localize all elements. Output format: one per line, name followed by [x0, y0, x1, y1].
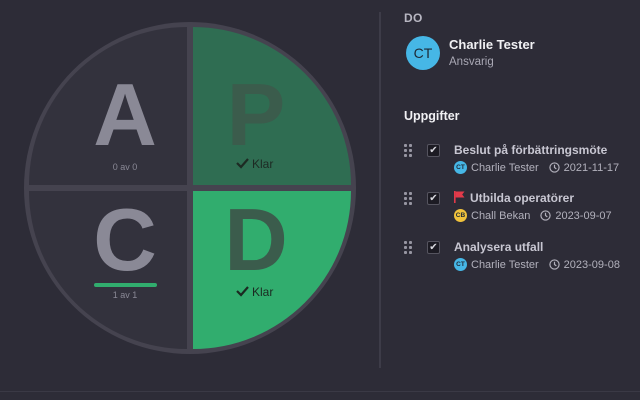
owner-name: Charlie Tester — [449, 36, 535, 52]
quadrant-act-status: 0 av 0 — [113, 162, 138, 172]
avatar: CT — [454, 161, 467, 174]
quadrant-act[interactable] — [29, 27, 187, 185]
section-title: DO — [404, 11, 423, 25]
task-meta: CT Charlie Tester 2021-11-17 — [454, 161, 619, 174]
quadrant-do-letter: D — [224, 190, 288, 289]
drag-handle-icon[interactable] — [404, 144, 414, 157]
quadrant-check[interactable] — [29, 191, 187, 349]
quadrant-plan[interactable] — [193, 27, 351, 185]
pdca-wheel: A P C D 0 av 0 Klar 1 av 1 Klar — [24, 22, 356, 354]
quadrant-do-status-text: Klar — [252, 285, 273, 299]
task-meta: CT Charlie Tester 2023-09-08 — [454, 258, 620, 271]
task-assignee: Charlie Tester — [471, 258, 539, 271]
panel-divider — [379, 12, 381, 368]
quadrant-plan-letter: P — [227, 65, 286, 164]
task-item[interactable]: ✔ Analysera utfall CT Charlie Tester 202… — [404, 240, 640, 280]
task-title-text: Utbilda operatörer — [470, 191, 575, 205]
quadrant-check-progress — [94, 283, 157, 287]
avatar[interactable]: CT — [406, 36, 440, 70]
task-title[interactable]: Analysera utfall — [454, 240, 544, 254]
quadrant-check-status: 1 av 1 — [113, 290, 138, 300]
drag-handle-icon[interactable] — [404, 192, 414, 205]
task-title[interactable]: Utbilda operatörer — [454, 191, 574, 205]
owner-info: Charlie Tester Ansvarig — [449, 37, 535, 70]
avatar: CB — [454, 209, 467, 222]
quadrant-do[interactable] — [193, 191, 351, 349]
checkmark-icon — [236, 286, 249, 297]
quadrant-check-letter: C — [93, 190, 157, 289]
task-meta: CB Chall Bekan 2023-09-07 — [454, 209, 612, 222]
quadrant-plan-status-text: Klar — [252, 157, 273, 171]
task-checkbox[interactable]: ✔ — [427, 144, 440, 157]
owner-role: Ansvarig — [449, 55, 494, 68]
owner: CT Charlie Tester Ansvarig — [406, 36, 535, 70]
task-checkbox[interactable]: ✔ — [427, 192, 440, 205]
flag-icon — [454, 191, 465, 203]
detail-panel: DO CT Charlie Tester Ansvarig Uppgifter … — [404, 0, 640, 400]
quadrant-plan-status: Klar — [236, 157, 273, 171]
task-date: 2023-09-07 — [555, 209, 612, 222]
bottom-divider — [0, 391, 640, 392]
task-title[interactable]: Beslut på förbättringsmöte — [454, 143, 608, 157]
task-checkbox[interactable]: ✔ — [427, 241, 440, 254]
drag-handle-icon[interactable] — [404, 241, 414, 254]
tasks-heading: Uppgifter — [404, 109, 460, 123]
task-item[interactable]: ✔ Beslut på förbättringsmöte CT Charlie … — [404, 143, 640, 183]
quadrant-act-letter: A — [93, 65, 157, 164]
task-item[interactable]: ✔ Utbilda operatörer CB Chall Bekan 2023… — [404, 191, 640, 231]
pdca-outer-ring — [24, 22, 356, 354]
quadrant-do-status: Klar — [236, 285, 273, 299]
task-date: 2023-09-08 — [563, 258, 620, 271]
checkmark-icon — [236, 158, 249, 169]
avatar: CT — [454, 258, 467, 271]
task-date: 2021-11-17 — [563, 161, 620, 174]
clock-icon — [548, 162, 560, 173]
clock-icon — [540, 210, 552, 221]
task-assignee: Chall Bekan — [471, 209, 531, 222]
clock-icon — [548, 259, 560, 270]
task-assignee: Charlie Tester — [471, 161, 539, 174]
